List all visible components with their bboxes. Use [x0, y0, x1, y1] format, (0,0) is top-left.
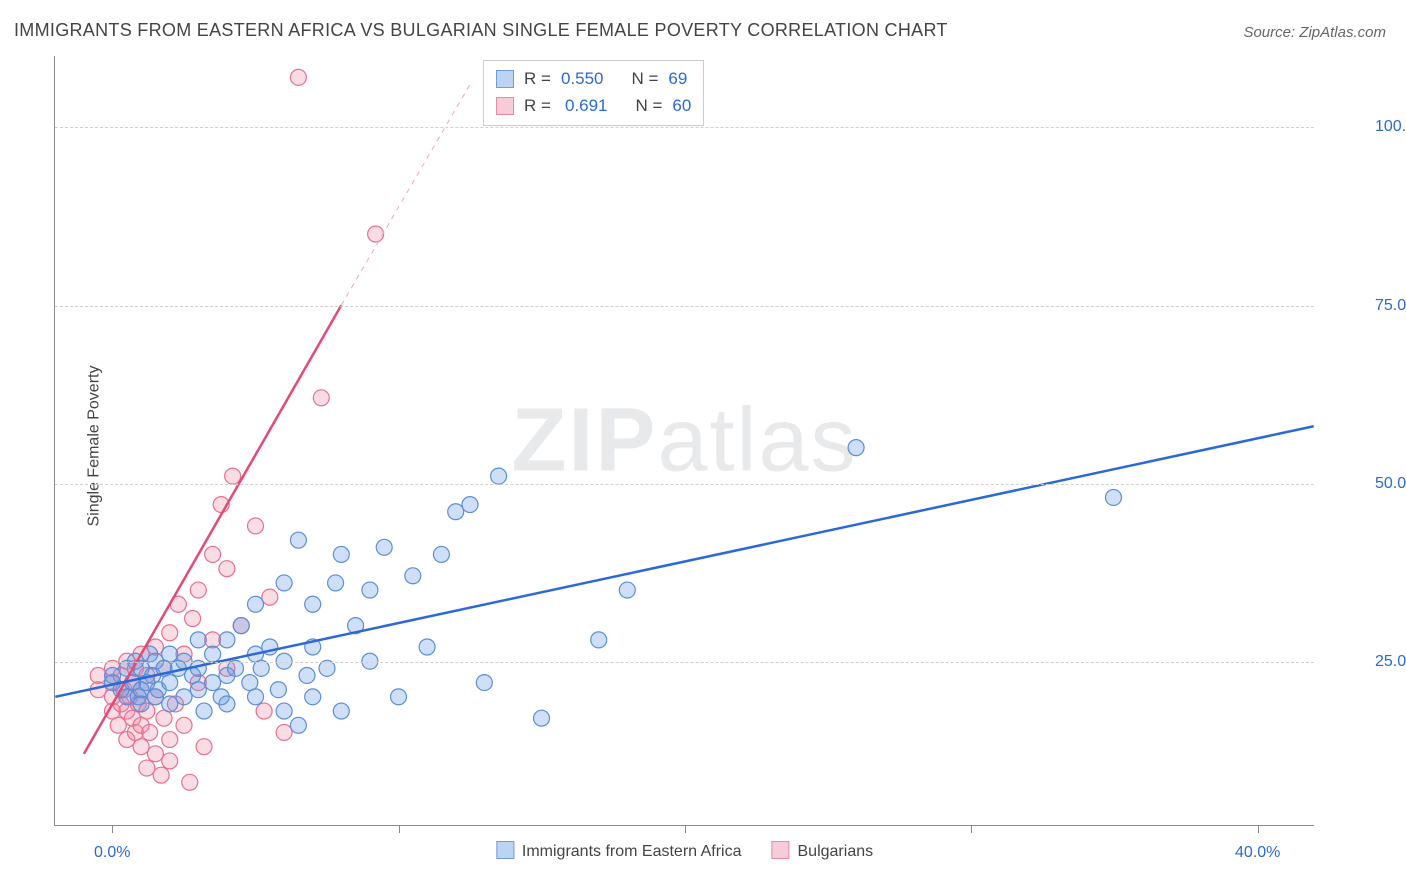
bottom-legend-label-1: Immigrants from Eastern Africa: [522, 843, 742, 860]
legend-r-value-1: 0.550: [561, 65, 604, 92]
y-tick-label: 75.0%: [1375, 297, 1406, 315]
gridline-h: [55, 662, 1314, 663]
gridline-h: [55, 306, 1314, 307]
legend-r-value-2: 0.691: [561, 92, 608, 119]
legend-swatch-series1: [496, 70, 514, 88]
legend-n-value-1: 69: [668, 65, 687, 92]
y-tick-label: 100.0%: [1375, 118, 1406, 136]
x-tick-mark: [685, 825, 686, 833]
legend-row-series2: R = 0.691 N = 60: [496, 92, 691, 119]
bottom-legend-swatch-1: [496, 841, 514, 859]
chart-svg: [55, 56, 1314, 825]
chart-title: IMMIGRANTS FROM EASTERN AFRICA VS BULGAR…: [14, 20, 948, 41]
source-attribution: Source: ZipAtlas.com: [1243, 24, 1386, 41]
x-tick-mark: [112, 825, 113, 833]
legend-r-label-2: R =: [524, 92, 551, 119]
x-tick-mark: [1258, 825, 1259, 833]
legend-row-series1: R = 0.550 N = 69: [496, 65, 691, 92]
correlation-legend: R = 0.550 N = 69 R = 0.691 N = 60: [483, 60, 704, 126]
bottom-legend: Immigrants from Eastern Africa Bulgarian…: [496, 841, 873, 861]
legend-r-label-1: R =: [524, 65, 551, 92]
bottom-legend-item-2: Bulgarians: [772, 841, 874, 861]
y-tick-label: 50.0%: [1375, 475, 1406, 493]
legend-swatch-series2: [496, 97, 514, 115]
gridline-h: [55, 484, 1314, 485]
y-tick-label: 25.0%: [1375, 653, 1406, 671]
x-tick-mark: [399, 825, 400, 833]
bottom-legend-label-2: Bulgarians: [798, 843, 874, 860]
x-tick-label: 40.0%: [1235, 844, 1280, 862]
legend-n-value-2: 60: [672, 92, 691, 119]
x-tick-mark: [971, 825, 972, 833]
legend-n-label-2: N =: [635, 92, 662, 119]
plot-area: ZIPatlas R = 0.550 N = 69 R = 0.691 N = …: [54, 56, 1314, 826]
gridline-h: [55, 127, 1314, 128]
x-tick-label: 0.0%: [94, 844, 130, 862]
bottom-legend-swatch-2: [772, 841, 790, 859]
legend-n-label-1: N =: [631, 65, 658, 92]
bottom-legend-item-1: Immigrants from Eastern Africa: [496, 841, 742, 861]
